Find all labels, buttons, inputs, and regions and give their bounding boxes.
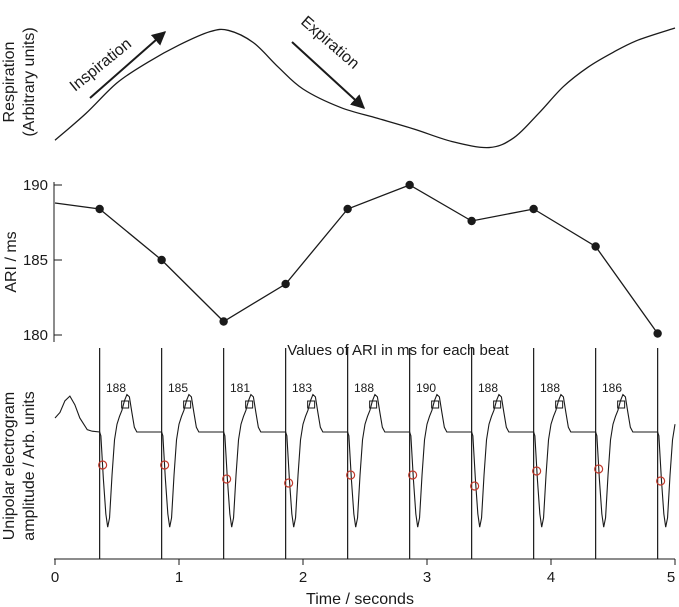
electrogram-ylabel-line1: Unipolar electrogram [1, 392, 18, 541]
ari-ytick-label-180: 180 [23, 327, 48, 344]
beat-label-9: 186 [602, 381, 622, 395]
ari-ytick-180: 180 [23, 327, 62, 344]
ari-point-4 [281, 279, 290, 289]
beat-label-1: 188 [106, 381, 126, 395]
ari-point-10 [653, 329, 662, 338]
beat-markers [98, 400, 666, 491]
activation-marker-6 [408, 470, 418, 480]
ari-points [95, 180, 662, 338]
expiration-label: Expiration [297, 13, 362, 73]
x-tick-label-4: 4 [547, 569, 555, 586]
electrogram-ylabel-line2: amplitude / Arb. units [21, 391, 38, 540]
activation-marker-5 [346, 470, 356, 480]
respiration-panel: Respiration (Arbitrary units) Inspiratio… [1, 13, 676, 149]
electrogram-trace [54, 393, 676, 528]
ari-point-7 [467, 216, 476, 226]
beat-label-7: 188 [478, 381, 498, 395]
beat-label-8: 188 [540, 381, 560, 395]
x-axis-label: Time / seconds [306, 591, 414, 607]
ari-point-8 [529, 204, 538, 214]
ari-point-1 [95, 204, 104, 214]
recovery-marker-5 [369, 400, 378, 409]
ari-point-6 [405, 180, 414, 190]
x-axis: 0 1 2 3 4 5 Time / seconds [51, 558, 676, 607]
ari-ylabel: ARI / ms [3, 231, 20, 292]
ari-ytick-185: 185 [23, 252, 62, 269]
x-tick-label-2: 2 [299, 569, 307, 586]
x-tick-label-1: 1 [175, 569, 183, 586]
beat-label-3: 181 [230, 381, 250, 395]
inspiration-label: Inspiration [67, 35, 135, 95]
ari-point-5 [343, 204, 352, 214]
recovery-marker-2 [183, 400, 192, 409]
activation-marker-3 [222, 474, 232, 484]
activation-marker-8 [532, 466, 542, 476]
recovery-marker-8 [555, 400, 564, 409]
activation-marker-4 [284, 478, 294, 488]
recovery-marker-1 [121, 400, 130, 409]
ari-ytick-190: 190 [23, 177, 62, 194]
x-tick-label-0: 0 [51, 569, 59, 586]
electrogram-panel: Unipolar electrogram amplitude / Arb. un… [1, 342, 676, 559]
activation-marker-7 [470, 481, 480, 491]
recovery-marker-3 [245, 400, 254, 409]
beat-values-title: Values of ARI in ms for each beat [287, 342, 509, 359]
recovery-marker-4 [307, 400, 316, 409]
beat-label-6: 190 [416, 381, 436, 395]
recovery-marker-9 [617, 400, 626, 409]
recovery-marker-7 [493, 400, 502, 409]
beat-lines [99, 348, 659, 559]
activation-marker-2 [160, 460, 170, 470]
ari-ytick-label-190: 190 [23, 177, 48, 194]
beat-label-5: 188 [354, 381, 374, 395]
inspiration-arrow [89, 31, 167, 99]
beat-label-2: 185 [168, 381, 188, 395]
activation-marker-1 [98, 460, 108, 470]
respiration-ylabel-line1: Respiration [1, 42, 18, 123]
ari-series-line [54, 184, 659, 334]
ari-ytick-label-185: 185 [23, 252, 48, 269]
x-tick-label-5: 5 [667, 569, 675, 586]
beat-label-4: 183 [292, 381, 312, 395]
ari-point-9 [591, 242, 600, 251]
x-tick-label-3: 3 [423, 569, 431, 586]
recovery-marker-6 [431, 400, 440, 409]
ari-point-3 [219, 317, 228, 326]
activation-marker-9 [594, 464, 604, 474]
beat-labels: 188 185 181 183 188 190 188 188 186 [106, 381, 622, 395]
ari-panel: ARI / ms 190 185 180 [3, 177, 662, 344]
respiration-line [54, 27, 676, 149]
expiration-arrow [291, 41, 366, 109]
activation-marker-10 [656, 476, 666, 486]
respiration-ylabel-line2: (Arbitrary units) [21, 27, 38, 136]
ari-point-2 [157, 255, 166, 265]
